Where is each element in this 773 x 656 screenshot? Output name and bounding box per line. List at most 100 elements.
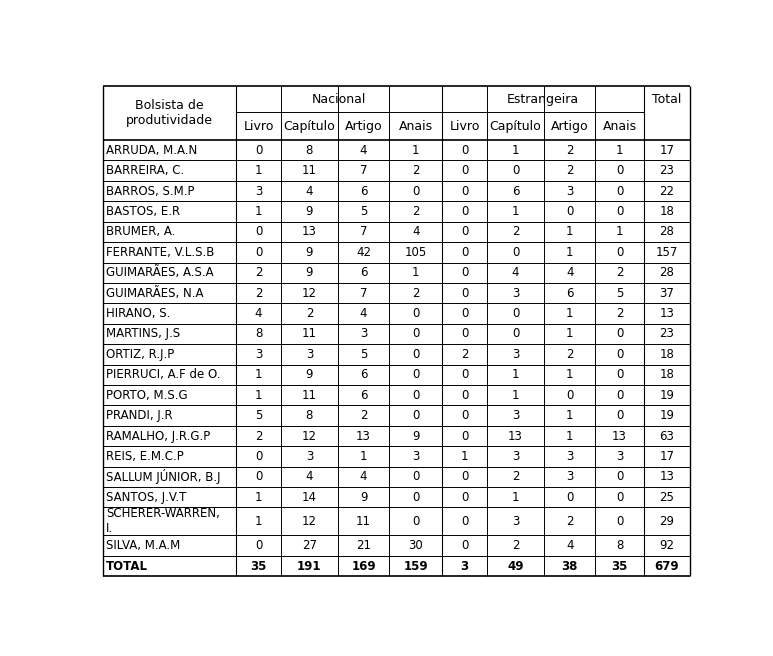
Text: 1: 1 xyxy=(255,164,262,177)
Text: Livro: Livro xyxy=(449,119,480,133)
Text: 0: 0 xyxy=(461,144,468,157)
Text: GUIMARÃES, A.S.A: GUIMARÃES, A.S.A xyxy=(106,266,214,279)
Text: 157: 157 xyxy=(656,246,678,259)
Text: 1: 1 xyxy=(461,450,468,463)
Text: Capítulo: Capítulo xyxy=(489,119,541,133)
Text: 0: 0 xyxy=(616,491,623,504)
Text: 9: 9 xyxy=(412,430,420,443)
Text: 0: 0 xyxy=(461,515,468,528)
Text: 0: 0 xyxy=(461,368,468,381)
Text: 0: 0 xyxy=(616,164,623,177)
Text: 13: 13 xyxy=(659,470,674,483)
Text: 2: 2 xyxy=(255,266,262,279)
Text: 1: 1 xyxy=(255,491,262,504)
Text: Nacional: Nacional xyxy=(312,92,366,106)
Text: 2: 2 xyxy=(359,409,367,422)
Text: 35: 35 xyxy=(250,560,267,573)
Text: 3: 3 xyxy=(616,450,623,463)
Text: 30: 30 xyxy=(408,539,423,552)
Text: 1: 1 xyxy=(566,307,574,320)
Text: 0: 0 xyxy=(566,491,574,504)
Text: 3: 3 xyxy=(305,348,313,361)
Text: 1: 1 xyxy=(566,409,574,422)
Text: 23: 23 xyxy=(659,327,674,340)
Text: 9: 9 xyxy=(305,246,313,259)
Text: 0: 0 xyxy=(412,515,420,528)
Text: 8: 8 xyxy=(305,144,313,157)
Text: 1: 1 xyxy=(566,368,574,381)
Text: 13: 13 xyxy=(508,430,523,443)
Text: 3: 3 xyxy=(461,560,468,573)
Text: 0: 0 xyxy=(412,327,420,340)
Text: 3: 3 xyxy=(512,409,519,422)
Text: 1: 1 xyxy=(255,368,262,381)
Text: 3: 3 xyxy=(412,450,420,463)
Text: 3: 3 xyxy=(305,450,313,463)
Text: PRANDI, J.R: PRANDI, J.R xyxy=(106,409,173,422)
Text: 5: 5 xyxy=(360,348,367,361)
Text: Bolsista de
produtividade: Bolsista de produtividade xyxy=(126,99,213,127)
Text: 3: 3 xyxy=(566,450,574,463)
Text: 0: 0 xyxy=(461,470,468,483)
Text: 4: 4 xyxy=(255,307,262,320)
Text: 0: 0 xyxy=(512,164,519,177)
Text: 13: 13 xyxy=(612,430,627,443)
Text: 2: 2 xyxy=(566,164,574,177)
Text: 0: 0 xyxy=(461,184,468,197)
Text: 3: 3 xyxy=(255,184,262,197)
Text: 4: 4 xyxy=(359,144,367,157)
Text: RAMALHO, J.R.G.P: RAMALHO, J.R.G.P xyxy=(106,430,210,443)
Text: 0: 0 xyxy=(566,205,574,218)
Text: 0: 0 xyxy=(616,409,623,422)
Text: 12: 12 xyxy=(302,430,317,443)
Text: 1: 1 xyxy=(566,246,574,259)
Text: 13: 13 xyxy=(302,226,317,238)
Text: 0: 0 xyxy=(512,246,519,259)
Text: Total: Total xyxy=(652,92,682,106)
Text: 0: 0 xyxy=(461,266,468,279)
Text: 3: 3 xyxy=(512,515,519,528)
Text: 1: 1 xyxy=(512,389,519,401)
Text: 4: 4 xyxy=(512,266,519,279)
Text: MARTINS, J.S: MARTINS, J.S xyxy=(106,327,180,340)
Text: 92: 92 xyxy=(659,539,674,552)
Text: 2: 2 xyxy=(566,348,574,361)
Text: 0: 0 xyxy=(461,205,468,218)
Text: REIS, E.M.C.P: REIS, E.M.C.P xyxy=(106,450,184,463)
Text: 2: 2 xyxy=(255,287,262,300)
Text: 1: 1 xyxy=(512,205,519,218)
Text: 8: 8 xyxy=(305,409,313,422)
Text: 0: 0 xyxy=(512,327,519,340)
Text: 63: 63 xyxy=(659,430,674,443)
Text: 0: 0 xyxy=(412,184,420,197)
Text: BRUMER, A.: BRUMER, A. xyxy=(106,226,175,238)
Text: 2: 2 xyxy=(512,470,519,483)
Text: 0: 0 xyxy=(616,205,623,218)
Text: 0: 0 xyxy=(255,470,262,483)
Text: 28: 28 xyxy=(659,266,674,279)
Text: 5: 5 xyxy=(616,287,623,300)
Text: BARROS, S.M.P: BARROS, S.M.P xyxy=(106,184,195,197)
Text: 0: 0 xyxy=(412,348,420,361)
Text: 17: 17 xyxy=(659,144,674,157)
Text: 14: 14 xyxy=(302,491,317,504)
Text: 8: 8 xyxy=(255,327,262,340)
Text: 0: 0 xyxy=(461,491,468,504)
Text: 11: 11 xyxy=(302,164,317,177)
Text: 4: 4 xyxy=(566,266,574,279)
Text: 2: 2 xyxy=(616,266,623,279)
Text: 5: 5 xyxy=(255,409,262,422)
Text: 22: 22 xyxy=(659,184,674,197)
Text: 4: 4 xyxy=(566,539,574,552)
Text: 0: 0 xyxy=(616,470,623,483)
Text: 0: 0 xyxy=(412,491,420,504)
Text: 12: 12 xyxy=(302,515,317,528)
Text: 23: 23 xyxy=(659,164,674,177)
Text: 28: 28 xyxy=(659,226,674,238)
Text: 0: 0 xyxy=(461,287,468,300)
Text: 11: 11 xyxy=(302,389,317,401)
Text: 0: 0 xyxy=(412,409,420,422)
Text: 2: 2 xyxy=(566,515,574,528)
Text: 12: 12 xyxy=(302,287,317,300)
Text: SCHERER-WARREN,
I.: SCHERER-WARREN, I. xyxy=(106,508,220,535)
